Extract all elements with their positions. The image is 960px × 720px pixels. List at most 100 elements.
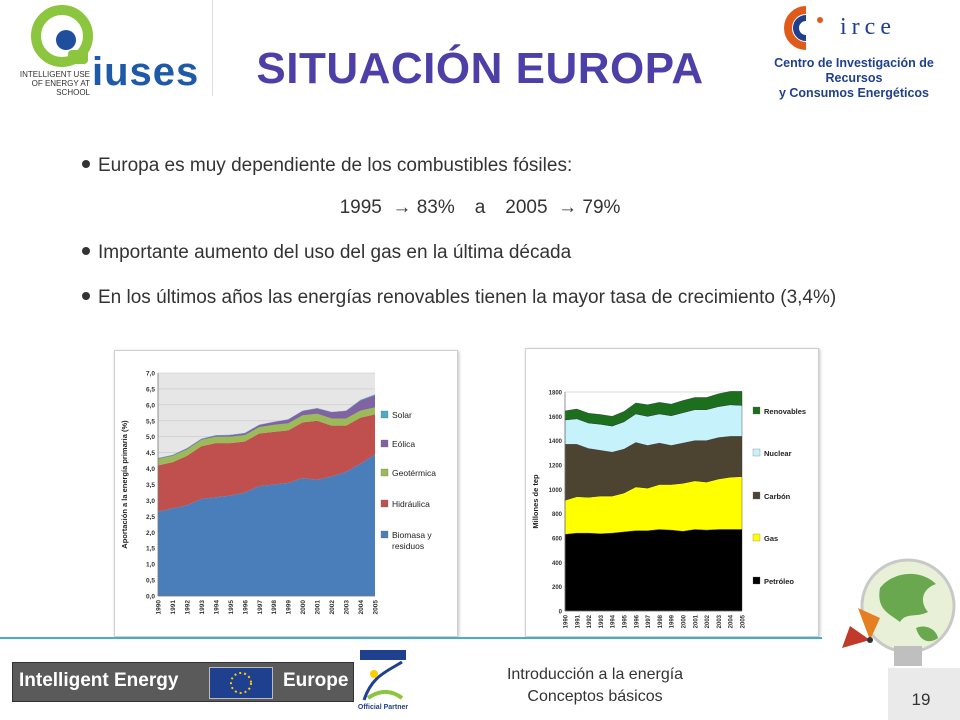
- arrow-right-icon: →: [392, 197, 412, 218]
- arrow-right-icon: →: [558, 197, 578, 218]
- y-tick-label: 1600: [549, 415, 563, 421]
- legend-swatch-gas: [752, 533, 761, 542]
- y-tick-label: 3,5: [146, 482, 155, 489]
- legend-swatch-geotermica: [380, 468, 389, 477]
- x-tick-label: 1990: [564, 614, 570, 628]
- legend-swatch-hidraulica: [380, 499, 389, 508]
- x-tick-label: 1999: [286, 600, 293, 615]
- x-tick-label: 1996: [634, 614, 640, 628]
- eu-flag-icon: [209, 667, 273, 699]
- y-tick-label: 200: [552, 585, 563, 591]
- energy-mix-chart: 0 200 400 600 800 1000 1200 1400 1600 1800 1990 199…: [525, 348, 819, 637]
- bullet-dot: [82, 160, 90, 169]
- y-tick-label: 1200: [549, 464, 563, 470]
- x-tick-label: 1992: [587, 614, 593, 628]
- iuses-logo: INTELLIGENT USE OF ENERGY AT SCHOOL iuse…: [0, 0, 213, 97]
- y-tick-label: 2,0: [146, 530, 155, 537]
- x-tick-label: 2000: [682, 614, 688, 628]
- x-tick-label: 1992: [184, 600, 191, 615]
- x-tick-label: 1994: [611, 614, 617, 628]
- official-partner-logo: Official Partner: [358, 648, 408, 718]
- chart2-svg: 0 200 400 600 800 1000 1200 1400 1600 1800 1990 199…: [531, 391, 806, 629]
- intelligent-energy-europe-logo: Intelligent Energy Europe: [12, 662, 354, 702]
- legend-swatch-carbon: [752, 491, 761, 500]
- x-tick-label: 1993: [199, 600, 206, 615]
- x-tick-label: 1991: [170, 600, 177, 615]
- x-tick-label: 1991: [575, 614, 581, 628]
- legend-swatch-eolica: [380, 439, 389, 448]
- legend-swatch-nuclear: [752, 448, 761, 457]
- circe-wordmark: irce: [840, 14, 896, 40]
- x-tick-label: 1994: [213, 600, 220, 615]
- y-axis-label: Aportación a la energía primaria (%): [120, 420, 129, 549]
- y-axis-label: Millones de tep: [531, 474, 540, 529]
- x-tick-label: 2005: [373, 600, 380, 615]
- series-biomasa-y-residuos-area: [158, 454, 375, 596]
- slide-title: SITUACIÓN EUROPA: [256, 44, 704, 93]
- x-tick-label: 1993: [599, 614, 605, 628]
- y-tick-label: 1,5: [146, 546, 155, 553]
- legend-label-eolica: Eólica: [392, 439, 415, 449]
- y-tick-label: 0,5: [146, 578, 155, 585]
- series-eolica-area: [158, 395, 375, 460]
- legend-label-geotermica: Geotérmica: [392, 468, 436, 478]
- series-renovables-area: [564, 391, 743, 427]
- series-hidraulica-area: [158, 414, 375, 512]
- x-tick-label: 1995: [623, 614, 629, 628]
- y-tick-label: 3,0: [146, 498, 155, 505]
- y-tick-label: 1800: [549, 391, 563, 397]
- y-tick-label: 0,0: [146, 594, 155, 601]
- y-tick-label: 5,0: [146, 434, 155, 441]
- x-tick-label: 2002: [329, 600, 336, 615]
- legend-label-carbon: Carbón: [764, 492, 791, 501]
- x-tick-label: 1997: [646, 614, 652, 628]
- x-tick-label: 2003: [717, 614, 723, 628]
- y-tick-label: 7,0: [146, 371, 155, 378]
- legend-label-nuclear: Nuclear: [764, 449, 792, 458]
- y-tick-label: 2,5: [146, 514, 155, 521]
- circe-subtitle: Centro de Investigación de Recursos y Co…: [774, 56, 934, 100]
- series-petroleo-area: [564, 529, 743, 612]
- bullet-3: En los últimos años las energías renovab…: [82, 282, 912, 313]
- bullet-dot: [82, 247, 90, 256]
- x-tick-label: 2001: [315, 600, 322, 615]
- bullet-dot: [82, 292, 90, 301]
- footer-divider: [0, 637, 822, 639]
- bullet-1: Europa es muy dependiente de los combust…: [82, 150, 912, 181]
- legend-swatch-renovables: [752, 406, 761, 415]
- page-number-box: [888, 668, 960, 720]
- series-geotermica-area: [158, 407, 375, 466]
- legend-label-biomasa-y-residuos: Biomasa y residuos: [392, 530, 432, 551]
- x-tick-label: 1999: [670, 614, 676, 628]
- x-tick-label: 2005: [741, 614, 747, 628]
- legend-label-renovables: Renovables: [764, 407, 806, 416]
- x-tick-label: 2000: [300, 600, 307, 615]
- legend-swatch-biomasa-y-residuos: [380, 530, 389, 539]
- x-tick-label: 1997: [257, 600, 264, 615]
- x-tick-label: 2004: [729, 614, 735, 628]
- x-tick-label: 1995: [228, 600, 235, 615]
- y-tick-label: 4,5: [146, 450, 155, 457]
- y-tick-label: 1,0: [146, 562, 155, 569]
- x-tick-label: 1990: [156, 600, 163, 615]
- x-tick-label: 2003: [344, 600, 351, 615]
- y-tick-label: 6,5: [146, 386, 155, 393]
- y-tick-label: 800: [552, 512, 563, 518]
- y-tick-label: 6,0: [146, 402, 155, 409]
- circe-logo: irce Centro de Investigación de Recursos…: [740, 4, 955, 100]
- legend-label-hidraulica: Hidráulica: [392, 499, 430, 509]
- legend-label-solar: Solar: [392, 410, 412, 420]
- legend-swatch-solar: [380, 410, 389, 419]
- x-tick-label: 1998: [658, 614, 664, 628]
- bullet-2: Importante aumento del uso del gas en la…: [82, 237, 912, 268]
- lightbulb-globe-icon: [820, 548, 960, 673]
- x-tick-label: 2004: [358, 600, 365, 615]
- x-tick-label: 1998: [271, 600, 278, 615]
- legend-label-petroleo: Petróleo: [764, 577, 794, 586]
- x-tick-label: 2001: [693, 614, 699, 628]
- legend-label-gas: Gas: [764, 534, 778, 543]
- iuses-tagline: INTELLIGENT USE OF ENERGY AT SCHOOL: [19, 70, 90, 97]
- chart1-svg: 0,0 0,5 1,0 1,5 2,0 2,5 3,0 3,5 4,0 4,5 5,0 5,5 6,0 6…: [120, 371, 436, 615]
- fossil-share-line: 1995 → 83% a 2005 → 79%: [339, 197, 621, 218]
- footer-text: Introducción a la energía Conceptos bási…: [506, 666, 684, 705]
